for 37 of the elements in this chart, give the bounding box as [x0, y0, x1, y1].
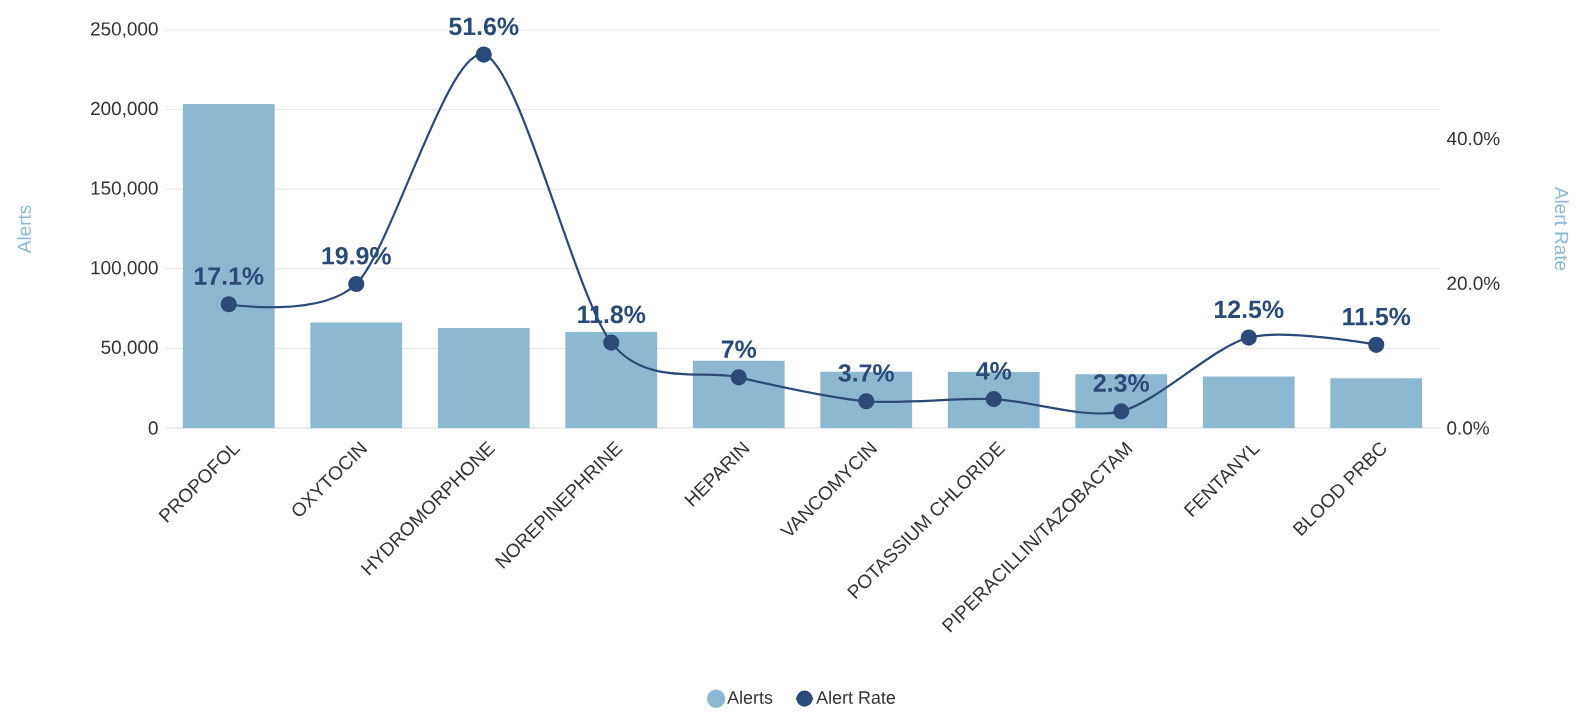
- data-label: 11.5%: [1343, 307, 1411, 326]
- point: [1240, 329, 1257, 346]
- data-label: 2.3%: [1093, 374, 1149, 392]
- bar: [310, 322, 403, 428]
- data-label: 17.1%: [195, 267, 264, 285]
- point: [220, 296, 237, 313]
- y-tick-label: 100,000: [91, 260, 158, 277]
- point: [730, 369, 747, 386]
- point: [475, 46, 492, 63]
- legend-label: Alert Rate: [816, 690, 896, 704]
- data-label: 51.6%: [449, 17, 519, 36]
- point: [858, 393, 875, 410]
- y2-tick-label: 20.0%: [1447, 276, 1500, 290]
- y2-axis-title: Alert Rate: [1554, 186, 1569, 271]
- y2-tick-label: 0.0%: [1447, 421, 1489, 435]
- data-label: 4%: [976, 362, 1012, 380]
- y-tick-label: 250,000: [91, 22, 158, 38]
- y-tick-label: 200,000: [91, 101, 158, 118]
- data-label: 7%: [721, 340, 757, 358]
- point: [1113, 403, 1130, 420]
- bar: [182, 104, 275, 428]
- point: [348, 275, 365, 293]
- bar: [437, 328, 530, 428]
- y-tick-label: 150,000: [91, 181, 158, 198]
- y-tick-label: 50,000: [101, 340, 158, 357]
- point: [603, 334, 620, 351]
- point: [1368, 336, 1385, 353]
- y-tick-label: 0: [148, 421, 158, 435]
- y2-tick-label: 40.0%: [1446, 131, 1500, 146]
- bar: [1330, 378, 1423, 428]
- data-label: 12.5%: [1214, 300, 1284, 319]
- bar: [692, 360, 785, 428]
- legend-label: Alerts: [727, 690, 773, 704]
- point: [985, 390, 1002, 408]
- bar: [565, 332, 658, 428]
- y-axis-title: Alerts: [17, 205, 31, 254]
- bar: [1202, 376, 1295, 428]
